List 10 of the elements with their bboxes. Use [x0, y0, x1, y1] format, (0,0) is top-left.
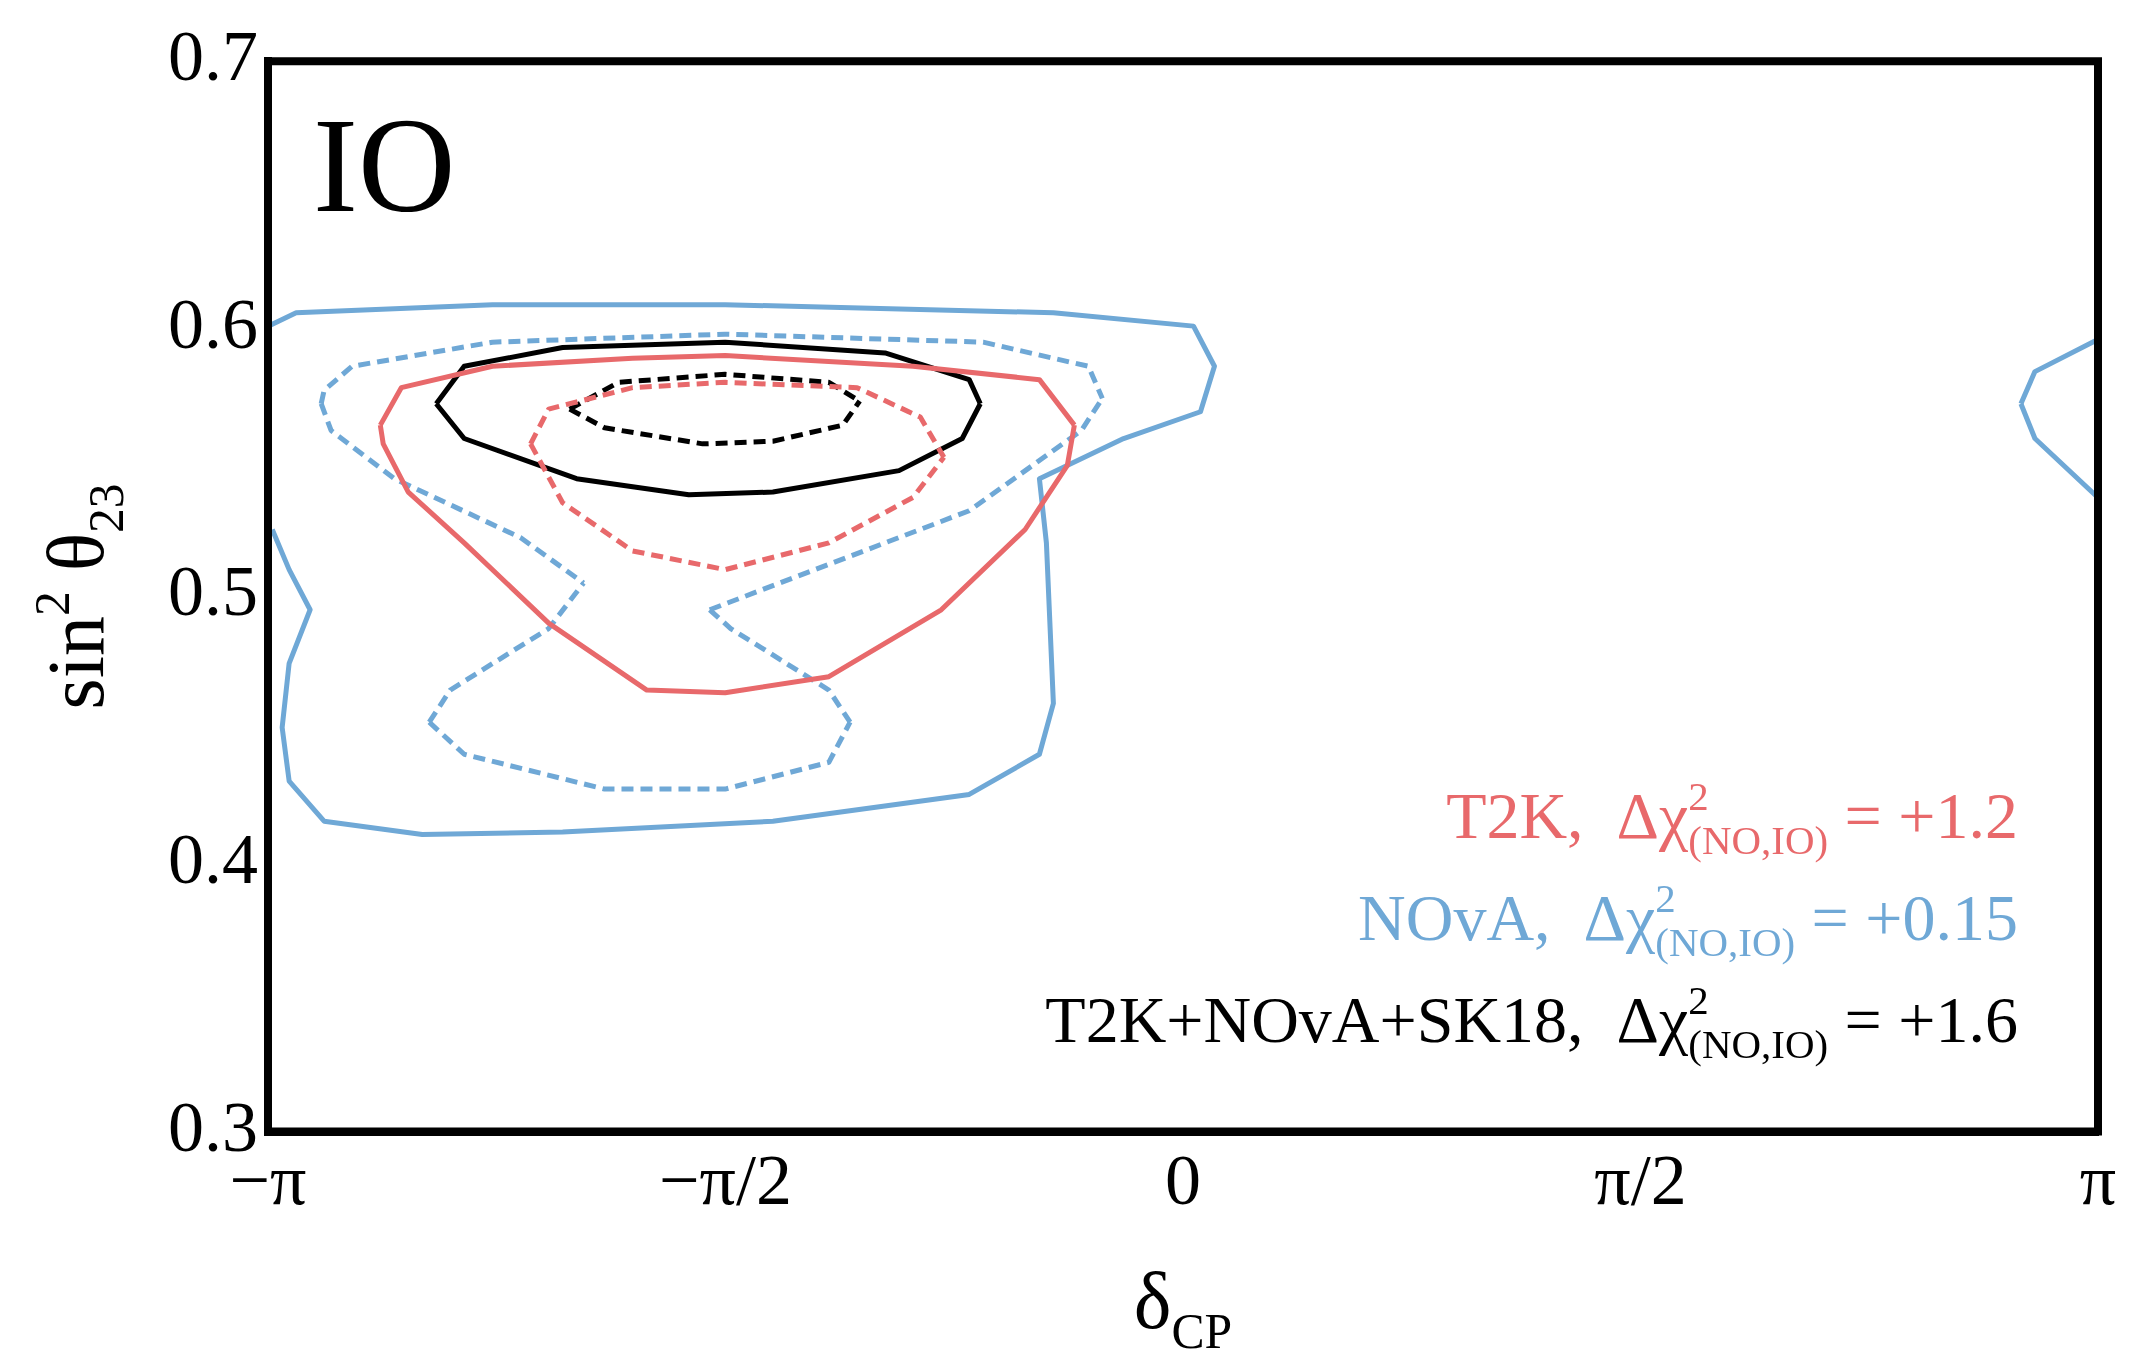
y-tick-label: 0.4: [168, 818, 258, 899]
y-tick-label: 0.6: [168, 283, 258, 364]
annotation: IO: [313, 91, 456, 241]
x-tick-label: 0: [1165, 1139, 1201, 1220]
x-tick-label: π: [2079, 1139, 2117, 1220]
y-tick-label: 0.5: [168, 551, 258, 632]
y-tick-label: 0.7: [168, 16, 258, 97]
x-tick-label: π/2: [1594, 1139, 1687, 1220]
y-axis-title: sin2 θ23: [25, 483, 134, 710]
x-tick-label: −π/2: [659, 1139, 792, 1220]
